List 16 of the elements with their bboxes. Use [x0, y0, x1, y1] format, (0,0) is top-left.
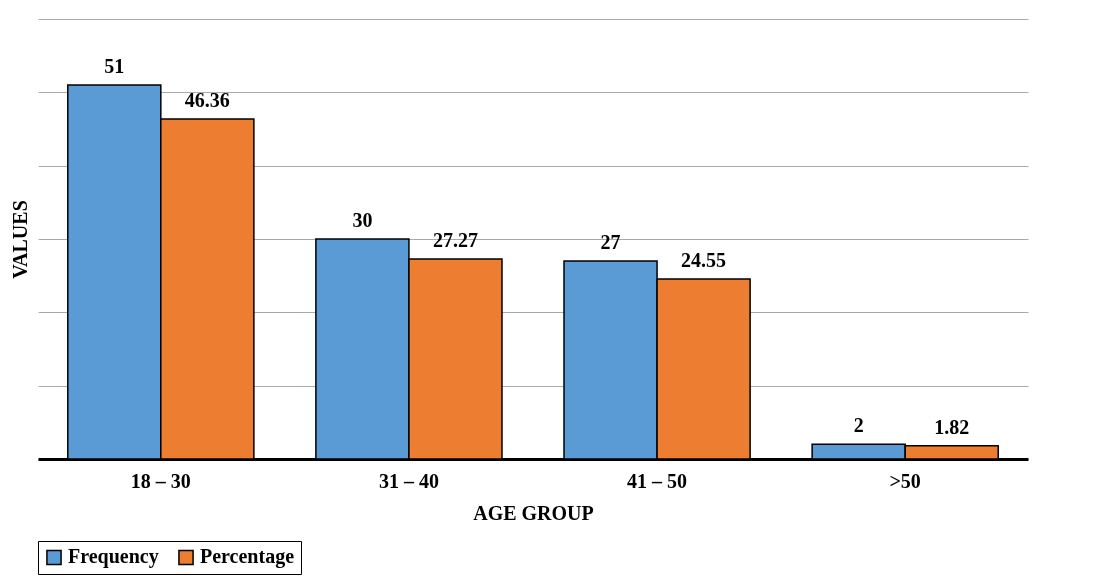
x-tick-label: 41 – 50: [627, 469, 688, 492]
data-label: 2: [853, 414, 864, 437]
data-label: 24.55: [681, 248, 727, 271]
data-label: 27.27: [432, 229, 478, 252]
y-axis-title: VALUES: [8, 200, 31, 279]
data-label: 27: [600, 231, 621, 253]
data-label: 46.36: [184, 89, 230, 112]
x-tick-label: >50: [889, 469, 921, 492]
legend-label: Percentage: [200, 545, 295, 569]
legend-label: Frequency: [68, 545, 159, 569]
data-label: 51: [104, 55, 125, 77]
x-tick-label: 18 – 30: [130, 469, 191, 492]
x-axis-title: AGE GROUP: [473, 501, 594, 524]
x-tick-label: 31 – 40: [378, 469, 439, 492]
data-label: 1.82: [934, 415, 970, 438]
data-label: 30: [352, 209, 373, 231]
